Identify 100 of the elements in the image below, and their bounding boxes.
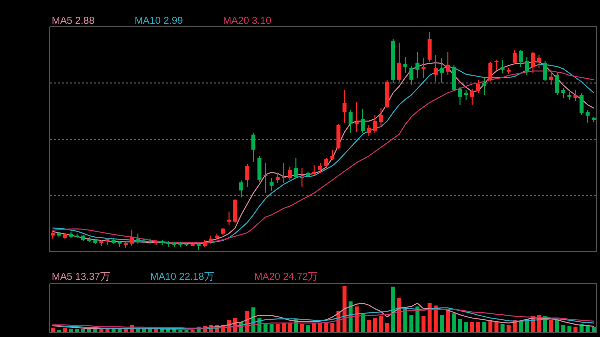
bar: [69, 329, 74, 332]
bar: [136, 329, 140, 332]
bar: [276, 324, 280, 332]
candlestick: [367, 124, 372, 136]
bar: [300, 324, 304, 332]
bar: [75, 329, 80, 332]
candlestick: [227, 211, 232, 226]
candlestick: [410, 66, 414, 86]
candlestick: [452, 64, 456, 92]
bar: [51, 328, 56, 332]
candlestick: [130, 229, 134, 247]
bar: [470, 322, 474, 332]
bar: [410, 315, 414, 332]
text: MA20 3.10: [223, 16, 272, 27]
candlestick: [555, 72, 560, 96]
bar: [464, 322, 468, 332]
candlestick: [574, 89, 578, 102]
bar: [367, 320, 372, 332]
candlestick: [294, 158, 298, 179]
bar: [562, 325, 566, 332]
candlestick: [482, 78, 487, 96]
candlestick: [324, 158, 329, 169]
bar: [476, 322, 480, 332]
candlestick: [434, 54, 438, 82]
bar: [434, 306, 438, 332]
candlestick: [464, 89, 468, 101]
candlestick: [136, 233, 140, 244]
candlestick: [543, 60, 548, 82]
candlestick: [549, 71, 554, 86]
bar: [549, 320, 554, 332]
bar: [592, 326, 596, 332]
candlestick: [458, 86, 462, 106]
candlestick: [428, 32, 432, 63]
candlestick: [488, 62, 493, 82]
candlestick: [264, 162, 268, 194]
candlestick: [537, 54, 542, 68]
candlestick: [580, 92, 584, 116]
candlestick: [446, 52, 450, 76]
bar: [379, 316, 384, 332]
candlestick: [282, 162, 286, 184]
bar: [348, 302, 353, 332]
candlestick: [342, 89, 347, 124]
text: MA5 13.37万: [52, 272, 110, 283]
text: MA10 22.18万: [150, 272, 214, 283]
text: MA10 2.99: [134, 16, 184, 27]
text: MA5 2.88: [52, 16, 96, 27]
bar: [452, 314, 456, 332]
candlestick: [500, 59, 505, 74]
bar: [81, 329, 86, 332]
candlestick: [494, 59, 499, 70]
bar: [494, 322, 499, 332]
candlestick: [354, 101, 359, 133]
bar: [373, 318, 378, 332]
candlestick: [348, 110, 353, 134]
bar: [519, 321, 524, 332]
bar: [63, 328, 68, 332]
candlestick: [246, 164, 250, 188]
candlestick: [318, 162, 322, 174]
bar: [458, 319, 462, 332]
candlestick: [586, 110, 590, 124]
bar: [318, 323, 322, 332]
bar: [555, 320, 560, 332]
bar: [422, 316, 426, 332]
candlestick: [422, 57, 426, 78]
bar: [330, 323, 335, 332]
candlestick: [440, 57, 444, 84]
candlestick: [404, 56, 408, 74]
candlestick: [361, 108, 366, 134]
bar: [568, 326, 572, 332]
candlestick: [525, 56, 530, 76]
bar: [416, 306, 420, 332]
candlestick: [416, 52, 420, 78]
candlestick: [239, 180, 244, 198]
bar: [574, 326, 578, 332]
candlestick: [470, 88, 474, 106]
bar: [342, 286, 347, 332]
bar: [306, 325, 310, 332]
candlestick: [312, 164, 316, 176]
bar: [482, 322, 487, 332]
candlestick: [512, 50, 517, 65]
candlestick: [233, 199, 238, 224]
bar: [142, 329, 146, 332]
candlestick: [288, 166, 292, 181]
text: MA20 24.72万: [254, 272, 318, 283]
candlestick: [252, 132, 256, 162]
candlestick: [276, 172, 280, 184]
bar: [446, 309, 450, 332]
candlestick: [397, 42, 402, 82]
bar: [404, 309, 408, 332]
bar: [391, 286, 396, 332]
bar: [506, 325, 511, 332]
bar: [440, 315, 444, 332]
candlestick: [300, 168, 304, 188]
bar: [500, 324, 505, 332]
bar: [354, 306, 359, 332]
bar: [361, 314, 366, 332]
candlestick: [258, 156, 262, 182]
candlestick: [531, 52, 536, 74]
candlestick: [476, 79, 480, 94]
bar: [397, 298, 402, 332]
